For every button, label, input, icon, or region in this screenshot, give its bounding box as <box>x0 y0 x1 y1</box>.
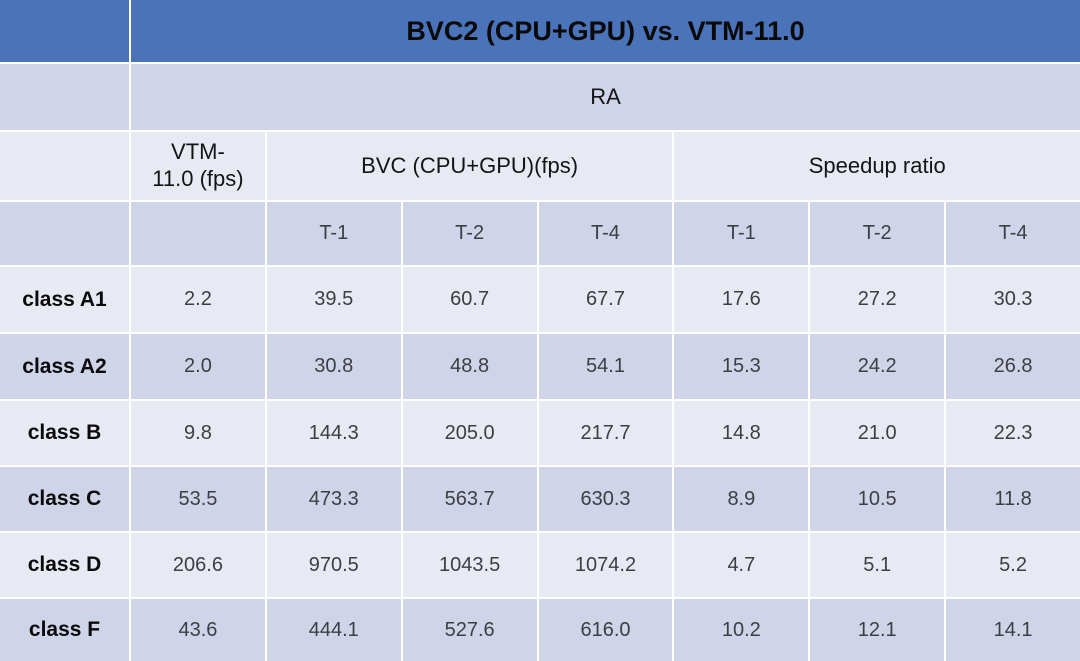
value-cell: 8.9 <box>674 467 809 531</box>
row-label: class D <box>0 533 129 597</box>
value-cell: 630.3 <box>538 467 673 531</box>
thread-header-bvc-t2: T-2 <box>402 202 537 265</box>
value-cell: 22.3 <box>946 401 1080 465</box>
vtm-column-header: VTM- 11.0 (fps) <box>131 132 265 200</box>
value-cell: 14.8 <box>674 401 809 465</box>
thread-header-speedup-t4: T-4 <box>946 202 1080 265</box>
value-cell: 14.1 <box>946 599 1080 661</box>
value-cell: 10.5 <box>810 467 945 531</box>
value-cell: 30.3 <box>946 267 1080 332</box>
value-cell: 21.0 <box>810 401 945 465</box>
value-cell: 24.2 <box>810 334 945 399</box>
bvc-group-header: BVC (CPU+GPU)(fps) <box>266 132 673 200</box>
value-cell: 54.1 <box>538 334 673 399</box>
value-cell: 10.2 <box>674 599 809 661</box>
corner-cell <box>0 0 129 62</box>
value-cell: 15.3 <box>674 334 809 399</box>
value-cell: 12.1 <box>810 599 945 661</box>
speedup-group-header: Speedup ratio <box>674 132 1080 200</box>
group-row-spacer-cell <box>0 132 129 200</box>
row-label: class F <box>0 599 129 661</box>
row-label: class C <box>0 467 129 531</box>
value-cell: 5.1 <box>810 533 945 597</box>
value-cell: 473.3 <box>266 467 401 531</box>
value-cell: 5.2 <box>946 533 1080 597</box>
value-cell: 444.1 <box>266 599 401 661</box>
value-cell: 1074.2 <box>538 533 673 597</box>
value-cell: 53.5 <box>131 467 265 531</box>
value-cell: 205.0 <box>402 401 537 465</box>
thread-row-empty-cell <box>131 202 265 265</box>
ra-header: RA <box>131 64 1080 130</box>
value-cell: 48.8 <box>402 334 537 399</box>
table-title: BVC2 (CPU+GPU) vs. VTM-11.0 <box>131 0 1080 62</box>
value-cell: 527.6 <box>402 599 537 661</box>
value-cell: 144.3 <box>266 401 401 465</box>
value-cell: 39.5 <box>266 267 401 332</box>
value-cell: 60.7 <box>402 267 537 332</box>
value-cell: 17.6 <box>674 267 809 332</box>
thread-row-spacer-cell <box>0 202 129 265</box>
thread-header-speedup-t1: T-1 <box>674 202 809 265</box>
value-cell: 4.7 <box>674 533 809 597</box>
value-cell: 11.8 <box>946 467 1080 531</box>
row-label: class A2 <box>0 334 129 399</box>
value-cell: 206.6 <box>131 533 265 597</box>
row-label: class B <box>0 401 129 465</box>
value-cell: 9.8 <box>131 401 265 465</box>
value-cell: 26.8 <box>946 334 1080 399</box>
value-cell: 970.5 <box>266 533 401 597</box>
value-cell: 616.0 <box>538 599 673 661</box>
thread-header-bvc-t4: T-4 <box>538 202 673 265</box>
thread-header-speedup-t2: T-2 <box>810 202 945 265</box>
row-label: class A1 <box>0 267 129 332</box>
value-cell: 563.7 <box>402 467 537 531</box>
value-cell: 2.0 <box>131 334 265 399</box>
value-cell: 217.7 <box>538 401 673 465</box>
value-cell: 1043.5 <box>402 533 537 597</box>
ra-row-spacer-cell <box>0 64 129 130</box>
value-cell: 30.8 <box>266 334 401 399</box>
thread-header-bvc-t1: T-1 <box>266 202 401 265</box>
value-cell: 27.2 <box>810 267 945 332</box>
value-cell: 2.2 <box>131 267 265 332</box>
value-cell: 43.6 <box>131 599 265 661</box>
value-cell: 67.7 <box>538 267 673 332</box>
